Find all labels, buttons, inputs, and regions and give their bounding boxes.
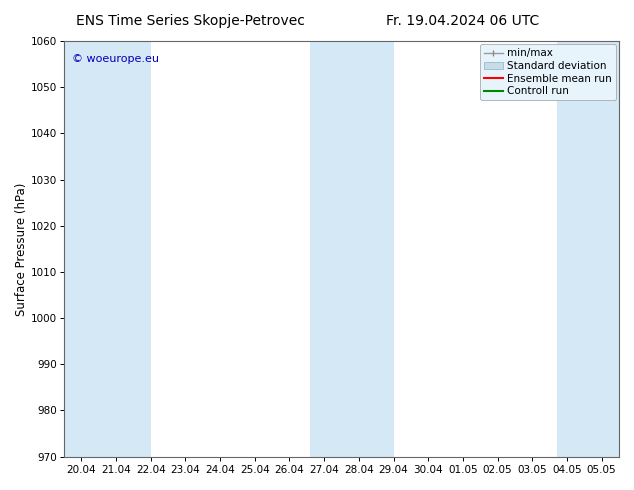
Bar: [310, 41, 394, 457]
Bar: [64, 41, 151, 457]
Text: ENS Time Series Skopje-Petrovec: ENS Time Series Skopje-Petrovec: [75, 14, 305, 28]
Y-axis label: Surface Pressure (hPa): Surface Pressure (hPa): [15, 182, 28, 316]
Text: © woeurope.eu: © woeurope.eu: [72, 53, 159, 64]
Legend: min/max, Standard deviation, Ensemble mean run, Controll run: min/max, Standard deviation, Ensemble me…: [480, 44, 616, 100]
Text: Fr. 19.04.2024 06 UTC: Fr. 19.04.2024 06 UTC: [386, 14, 540, 28]
Bar: [557, 41, 619, 457]
